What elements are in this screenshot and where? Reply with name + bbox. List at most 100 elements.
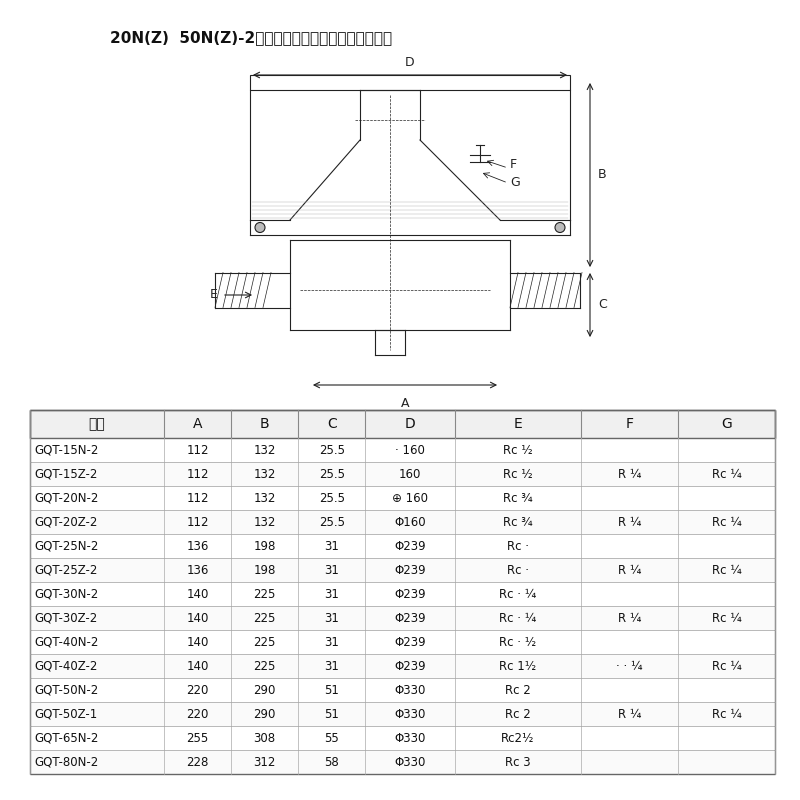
Text: 140: 140 [186, 659, 209, 673]
Text: 225: 225 [254, 659, 276, 673]
Text: Rc ¼: Rc ¼ [712, 611, 742, 625]
Text: 25.5: 25.5 [318, 467, 345, 481]
Text: Rc ¾: Rc ¾ [503, 515, 533, 529]
Text: GQT-20Z-2: GQT-20Z-2 [34, 515, 98, 529]
Text: 140: 140 [186, 587, 209, 601]
Text: GQT-25Z-2: GQT-25Z-2 [34, 563, 98, 577]
Text: A: A [193, 417, 202, 431]
Text: 31: 31 [324, 563, 339, 577]
Text: Rc · ¼: Rc · ¼ [499, 611, 537, 625]
Text: GQT-30N-2: GQT-30N-2 [34, 587, 98, 601]
Text: GQT-20N-2: GQT-20N-2 [34, 491, 98, 505]
Bar [30, 678, 775, 702]
Text: Rc ¼: Rc ¼ [712, 467, 742, 481]
Text: Φ239: Φ239 [394, 587, 426, 601]
Bar [250, 75, 570, 90]
Text: G: G [722, 417, 732, 431]
Text: R ¼: R ¼ [618, 563, 642, 577]
Text: GQT-15Z-2: GQT-15Z-2 [34, 467, 98, 481]
Text: F: F [510, 158, 517, 171]
Text: 255: 255 [186, 731, 209, 745]
Text: D: D [405, 56, 415, 69]
Text: Φ239: Φ239 [394, 563, 426, 577]
Text: GQT-40Z-2: GQT-40Z-2 [34, 659, 98, 673]
Text: 220: 220 [186, 707, 209, 721]
Text: Rc2½: Rc2½ [502, 731, 534, 745]
Text: E: E [210, 289, 218, 302]
Text: R ¼: R ¼ [618, 707, 642, 721]
Circle shape [555, 222, 565, 233]
Text: 31: 31 [324, 539, 339, 553]
Text: D: D [405, 417, 415, 431]
Text: 132: 132 [254, 443, 276, 457]
Text: GQT-65N-2: GQT-65N-2 [34, 731, 98, 745]
Bar [30, 462, 775, 486]
Text: 25.5: 25.5 [318, 515, 345, 529]
Bar [30, 438, 775, 462]
Text: GQT-80N-2: GQT-80N-2 [34, 755, 98, 769]
Text: 136: 136 [186, 539, 209, 553]
Text: 308: 308 [254, 731, 276, 745]
Text: Rc ¾: Rc ¾ [503, 491, 533, 505]
Text: 51: 51 [324, 683, 339, 697]
Text: R ¼: R ¼ [618, 611, 642, 625]
Text: C: C [598, 298, 606, 311]
Text: GQT-50Z-1: GQT-50Z-1 [34, 707, 98, 721]
Text: Rc ¼: Rc ¼ [712, 707, 742, 721]
Text: GQT-25N-2: GQT-25N-2 [34, 539, 98, 553]
Text: 290: 290 [254, 683, 276, 697]
Bar [30, 510, 775, 534]
Bar [30, 726, 775, 750]
Text: Φ330: Φ330 [394, 683, 426, 697]
Text: 228: 228 [186, 755, 209, 769]
Text: 132: 132 [254, 491, 276, 505]
Text: Rc 2: Rc 2 [505, 707, 531, 721]
Text: 290: 290 [254, 707, 276, 721]
Text: Rc ·: Rc · [507, 539, 529, 553]
Bar [30, 486, 775, 510]
Text: F: F [626, 417, 634, 431]
Text: Φ239: Φ239 [394, 635, 426, 649]
Text: Φ330: Φ330 [394, 755, 426, 769]
Bar [30, 410, 775, 438]
Text: 136: 136 [186, 563, 209, 577]
Bar [30, 410, 775, 438]
Text: 58: 58 [324, 755, 339, 769]
Text: Rc 2: Rc 2 [505, 683, 531, 697]
Bar [30, 702, 775, 726]
Bar [30, 606, 775, 630]
Text: 140: 140 [186, 635, 209, 649]
Text: B: B [260, 417, 270, 431]
Text: E: E [514, 417, 522, 431]
Text: R ¼: R ¼ [618, 515, 642, 529]
Bar [30, 582, 775, 606]
Text: A: A [401, 397, 410, 410]
Text: ⊕ 160: ⊕ 160 [392, 491, 428, 505]
Text: · · ¼: · · ¼ [617, 659, 643, 673]
Text: 25.5: 25.5 [318, 443, 345, 457]
Text: Rc ½: Rc ½ [503, 467, 533, 481]
Text: Rc 3: Rc 3 [505, 755, 530, 769]
Text: 220: 220 [186, 683, 209, 697]
Text: 31: 31 [324, 659, 339, 673]
Bar [30, 558, 775, 582]
Text: GQT-15N-2: GQT-15N-2 [34, 443, 98, 457]
Text: Φ330: Φ330 [394, 731, 426, 745]
Text: G: G [510, 175, 520, 189]
Text: 225: 225 [254, 635, 276, 649]
Text: 112: 112 [186, 467, 209, 481]
Text: · 160: · 160 [395, 443, 425, 457]
Text: 112: 112 [186, 515, 209, 529]
Text: 25.5: 25.5 [318, 491, 345, 505]
Text: 198: 198 [254, 539, 276, 553]
Text: 140: 140 [186, 611, 209, 625]
Text: Φ239: Φ239 [394, 659, 426, 673]
Bar [30, 410, 775, 774]
Text: 112: 112 [186, 443, 209, 457]
Text: Φ330: Φ330 [394, 707, 426, 721]
Text: 31: 31 [324, 611, 339, 625]
Bar [30, 630, 775, 654]
Text: 225: 225 [254, 611, 276, 625]
Text: Φ160: Φ160 [394, 515, 426, 529]
Text: Rc ·: Rc · [507, 563, 529, 577]
